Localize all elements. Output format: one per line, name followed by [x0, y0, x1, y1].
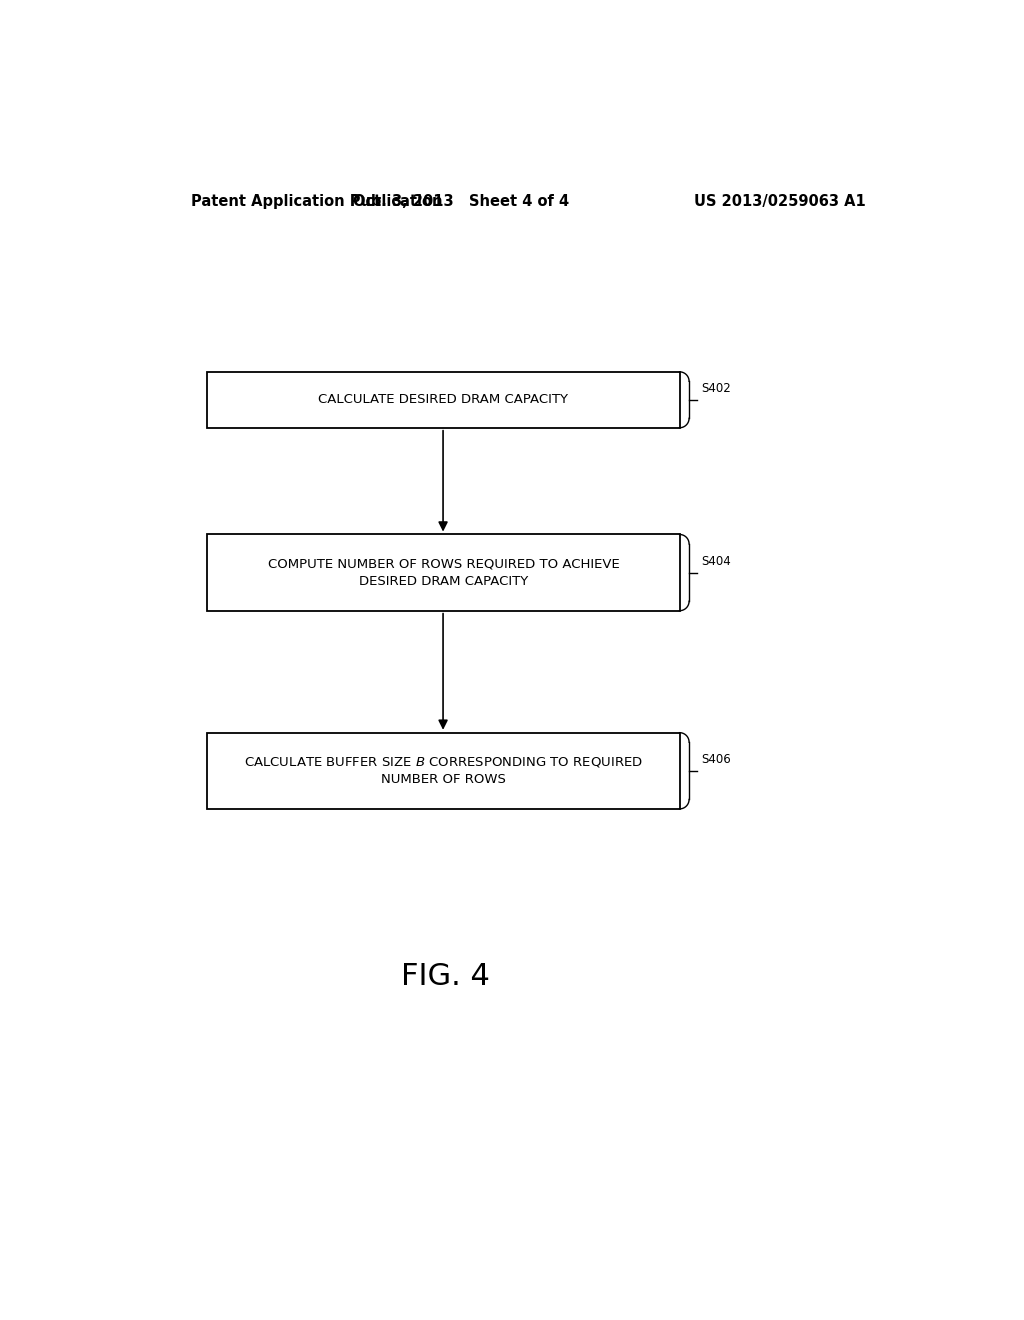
Text: CALCULATE DESIRED DRAM CAPACITY: CALCULATE DESIRED DRAM CAPACITY [318, 393, 568, 407]
Text: S406: S406 [701, 752, 731, 766]
Bar [207, 372, 680, 428]
Text: US 2013/0259063 A1: US 2013/0259063 A1 [694, 194, 866, 209]
Text: S402: S402 [701, 381, 731, 395]
Text: FIG. 4: FIG. 4 [401, 962, 489, 991]
Text: Oct. 3, 2013   Sheet 4 of 4: Oct. 3, 2013 Sheet 4 of 4 [353, 194, 569, 209]
Text: Patent Application Publication: Patent Application Publication [191, 194, 443, 209]
Text: S404: S404 [701, 554, 731, 568]
Text: CALCULATE BUFFER SIZE $\mathit{B}$ CORRESPONDING TO REQUIRED
NUMBER OF ROWS: CALCULATE BUFFER SIZE $\mathit{B}$ CORRE… [244, 755, 643, 787]
Bar [207, 535, 680, 611]
Bar [207, 733, 680, 809]
Text: COMPUTE NUMBER OF ROWS REQUIRED TO ACHIEVE
DESIRED DRAM CAPACITY: COMPUTE NUMBER OF ROWS REQUIRED TO ACHIE… [267, 557, 620, 587]
